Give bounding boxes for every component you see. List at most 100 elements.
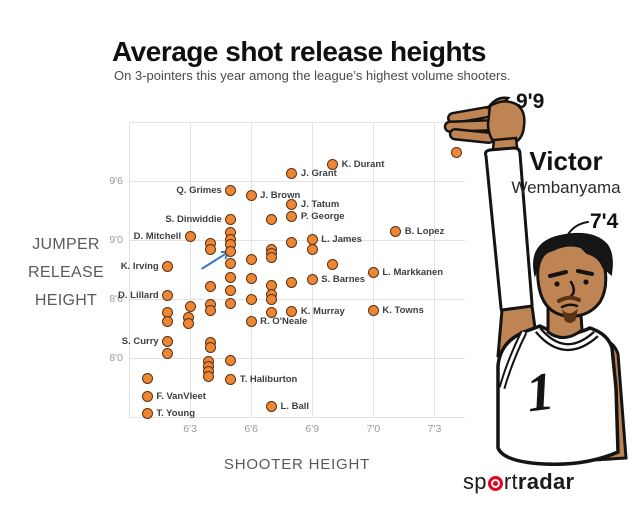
player-label-r-o-neale: R. O'Neale bbox=[260, 316, 308, 328]
data-point-k-durant bbox=[327, 158, 339, 170]
data-point bbox=[204, 280, 216, 292]
y-axis-tick-9-6: 9'6 bbox=[109, 175, 123, 187]
left-eyebrow bbox=[548, 270, 568, 278]
data-point bbox=[162, 316, 174, 328]
right-eye bbox=[583, 279, 589, 285]
player-label-q-grimes: Q. Grimes bbox=[176, 185, 222, 197]
data-point bbox=[225, 284, 237, 296]
data-point-j-tatum bbox=[286, 199, 298, 211]
data-point bbox=[225, 258, 237, 270]
data-point bbox=[306, 244, 318, 256]
jersey-number: 1 bbox=[523, 361, 557, 424]
player-label-s-curry: S. Curry bbox=[121, 335, 159, 347]
data-point bbox=[204, 244, 216, 256]
player-label-t-young: T. Young bbox=[156, 407, 196, 419]
data-point bbox=[245, 294, 257, 306]
data-point-f-vanvleet bbox=[141, 390, 153, 402]
data-point-t-young bbox=[141, 407, 153, 419]
x-axis-title: SHOOTER HEIGHT bbox=[223, 456, 371, 473]
x-axis-tick-6-9: 6'9 bbox=[305, 423, 320, 435]
player-label-k-irving: K. Irving bbox=[120, 261, 159, 273]
y-axis-title-line: HEIGHT bbox=[34, 292, 98, 309]
hair bbox=[533, 232, 613, 278]
data-point bbox=[245, 254, 257, 266]
data-point-s-barnes bbox=[306, 273, 318, 285]
data-point bbox=[266, 252, 278, 264]
player-label-l-markkanen: L. Markkanen bbox=[382, 266, 444, 278]
data-point-b-lopez bbox=[390, 225, 402, 237]
jersey-armhole-trim-inner bbox=[500, 331, 526, 389]
player-label-t-haliburton: T. Haliburton bbox=[239, 374, 298, 386]
x-axis-tick-6-6: 6'6 bbox=[244, 423, 259, 435]
data-point bbox=[286, 237, 298, 249]
player-label-d-lillard: D. Lillard bbox=[118, 289, 159, 301]
gridline-horizontal bbox=[129, 240, 465, 241]
player-first-name: Victor bbox=[529, 146, 603, 176]
x-axis-tick-7-0: 7'0 bbox=[366, 423, 381, 435]
logo-text-radar: radar bbox=[517, 469, 575, 494]
logo-text-rt: rt bbox=[503, 469, 518, 494]
mustache bbox=[557, 295, 581, 303]
data-point bbox=[225, 246, 237, 258]
page-title: Average shot release heights bbox=[112, 36, 487, 67]
y-axis-tick-9-0: 9'0 bbox=[109, 234, 123, 246]
data-point-l-ball bbox=[266, 400, 278, 412]
data-point bbox=[202, 371, 214, 383]
data-point-s-curry bbox=[162, 335, 174, 347]
data-point bbox=[141, 373, 153, 385]
player-label-d-mitchell: D. Mitchell bbox=[133, 230, 182, 242]
player-label-l-ball: L. Ball bbox=[280, 400, 310, 412]
gridline-horizontal bbox=[129, 299, 465, 300]
data-point-victor-wembanyama bbox=[451, 146, 463, 158]
wembanyama-illustration: 1 bbox=[443, 96, 628, 466]
player-label-s-barnes: S. Barnes bbox=[321, 273, 366, 285]
data-point-j-brown bbox=[245, 190, 257, 202]
gridline-vertical bbox=[312, 122, 314, 417]
data-point-d-lillard bbox=[162, 289, 174, 301]
page-subtitle: On 3-pointers this year among the league… bbox=[114, 68, 511, 83]
gridline-vertical bbox=[434, 122, 436, 417]
data-point-l-markkanen bbox=[367, 266, 379, 278]
player-label-f-vanvleet: F. VanVleet bbox=[156, 390, 206, 402]
data-point-s-dinwiddie bbox=[225, 213, 237, 225]
data-point-l-james bbox=[306, 233, 318, 245]
player-label-k-durant: K. Durant bbox=[341, 158, 385, 170]
jersey-neck-trim-inner bbox=[536, 328, 598, 349]
right-eyebrow bbox=[576, 269, 594, 276]
player-label-j-tatum: J. Tatum bbox=[300, 199, 340, 211]
data-point bbox=[266, 213, 278, 225]
gridline-horizontal bbox=[129, 417, 465, 418]
x-axis-tick-6-3: 6'3 bbox=[183, 423, 197, 435]
mouth bbox=[560, 303, 579, 309]
logo-text-sp: sp bbox=[463, 469, 487, 494]
data-point bbox=[225, 271, 237, 283]
release-height-label: 9'9 bbox=[516, 90, 545, 113]
player-label-k-towns: K. Towns bbox=[382, 305, 424, 317]
data-point bbox=[286, 276, 298, 288]
player-last-name: Wembanyama bbox=[511, 178, 621, 197]
data-point bbox=[266, 307, 278, 319]
goatee bbox=[562, 308, 578, 323]
data-point bbox=[225, 298, 237, 310]
data-point-k-murray bbox=[286, 306, 298, 318]
data-point bbox=[162, 347, 174, 359]
player-label-l-james: L. James bbox=[321, 233, 362, 245]
data-point-k-towns bbox=[367, 305, 379, 317]
player-label-s-dinwiddie: S. Dinwiddie bbox=[165, 213, 222, 225]
x-axis-tick-7-3: 7'3 bbox=[427, 423, 442, 435]
data-point-r-o-neale bbox=[245, 316, 257, 328]
data-point bbox=[327, 259, 339, 271]
data-point-p-george bbox=[286, 210, 298, 222]
scatter-plot: 6'3 6'6 6'9 7'0 7'3 9'6 9'0 8'6 8'0 K. Durant J. G… bbox=[109, 122, 465, 435]
data-point-k-irving bbox=[162, 261, 174, 273]
data-point bbox=[182, 318, 194, 330]
player-label-j-grant: J. Grant bbox=[300, 167, 337, 179]
data-point-d-mitchell bbox=[184, 230, 196, 242]
data-point-q-grimes bbox=[225, 185, 237, 197]
sportradar-logo: sp rt radar bbox=[463, 469, 574, 495]
player-label-k-murray: K. Murray bbox=[300, 306, 345, 318]
y-axis-title: JUMPER RELEASE HEIGHT bbox=[16, 231, 116, 315]
data-point bbox=[266, 293, 278, 305]
gridline-horizontal bbox=[129, 122, 465, 123]
